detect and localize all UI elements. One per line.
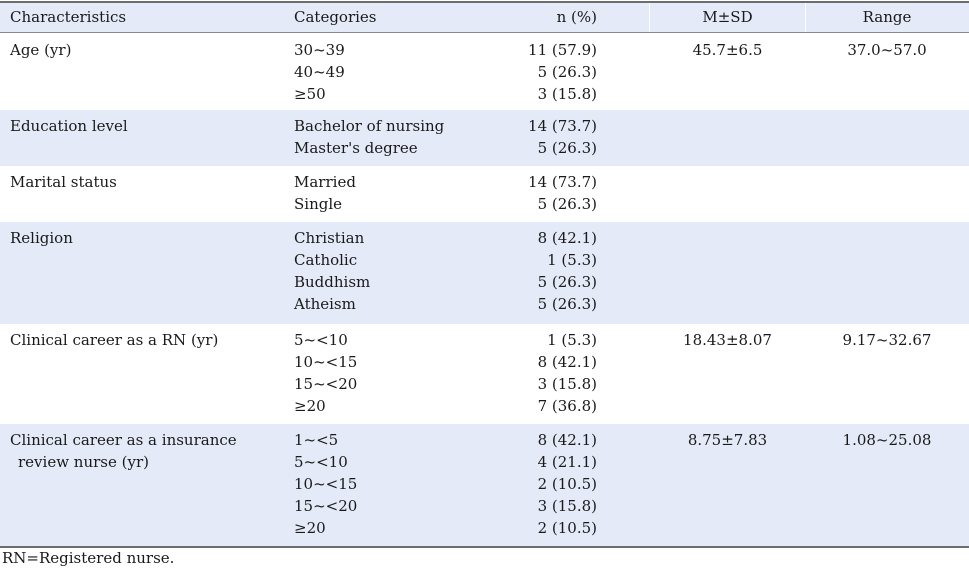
category-cell: 30~39 40~49 ≥50 [294, 39, 345, 105]
n-percent-line: 2 (10.5) [537, 519, 597, 537]
range-cell: 37.0~57.0 [847, 41, 927, 59]
header-separator [805, 3, 806, 32]
characteristic-line: Marital status [10, 173, 117, 191]
mean-sd-cell: 18.43±8.07 [683, 331, 772, 349]
characteristic-cell: Education level [10, 115, 128, 137]
category-line: ≥20 [294, 519, 326, 537]
category-cell: Bachelor of nursing Master's degree [294, 115, 444, 159]
n-percent-cell: 14 (73.7) 5 (26.3) [470, 115, 597, 159]
category-line: Married [294, 173, 356, 191]
category-cell: Christian Catholic Buddhism Atheism [294, 227, 370, 315]
characteristic-line: Education level [10, 117, 128, 135]
category-line: 1~<5 [294, 431, 339, 449]
n-percent-line: 8 (42.1) [537, 431, 597, 449]
category-line: 15~<20 [294, 497, 358, 515]
table-row: Clinical career as a insurance review nur… [0, 424, 969, 546]
n-percent-line: 14 (73.7) [528, 173, 597, 191]
characteristic-cell: Marital status [10, 171, 117, 193]
n-percent-line: 5 (26.3) [537, 63, 597, 81]
category-line: Single [294, 195, 343, 213]
n-percent-cell: 1 (5.3) 8 (42.1) 3 (15.8) 7 (36.8) [470, 329, 597, 417]
table-header: Characteristics Categories n (%) M±SD Ra… [0, 3, 969, 33]
header-characteristics: Characteristics [10, 8, 127, 26]
n-percent-line: 3 (15.8) [537, 497, 597, 515]
category-line: ≥20 [294, 397, 326, 415]
n-percent-line: 3 (15.8) [537, 375, 597, 393]
characteristic-cell: Clinical career as a insurance review nur… [10, 429, 237, 473]
category-line: 40~49 [294, 63, 345, 81]
category-line: 5~<10 [294, 331, 348, 349]
mean-sd-cell: 45.7±6.5 [692, 41, 763, 59]
n-percent-line: 1 (5.3) [547, 251, 597, 269]
header-categories: Categories [294, 8, 377, 26]
characteristic-line: Religion [10, 229, 73, 247]
n-percent-line: 11 (57.9) [528, 41, 597, 59]
category-line: 10~<15 [294, 475, 358, 493]
header-range: Range [862, 8, 912, 26]
category-line: Bachelor of nursing [294, 117, 445, 135]
category-cell: Married Single [294, 171, 356, 215]
n-percent-line: 14 (73.7) [528, 117, 597, 135]
category-line: 15~<20 [294, 375, 358, 393]
n-percent-line: 4 (21.1) [537, 453, 597, 471]
n-percent-cell: 8 (42.1) 4 (21.1) 2 (10.5) 3 (15.8) 2 (10.5) [470, 429, 597, 539]
characteristic-line: Clinical career as a insurance [10, 431, 237, 449]
table-row: Religion Christian Catholic Buddhism Atheism… [0, 222, 969, 324]
n-percent-cell: 11 (57.9) 5 (26.3) 3 (15.8) [470, 39, 597, 105]
n-percent-line: 5 (26.3) [537, 273, 597, 291]
category-line: Christian [294, 229, 365, 247]
category-cell: 5~<10 10~<15 15~<20 ≥20 [294, 329, 357, 417]
category-cell: 1~<5 5~<10 10~<15 15~<20 ≥20 [294, 429, 357, 539]
characteristic-line: Age (yr) [10, 41, 72, 59]
header-mean-sd: M±SD [702, 8, 753, 26]
category-line: 10~<15 [294, 353, 358, 371]
table-bottom-rule [0, 546, 969, 548]
header-separator [649, 3, 650, 32]
table-top-rule [0, 1, 969, 3]
table-footnote: RN=Registered nurse. [2, 549, 175, 567]
n-percent-line: 2 (10.5) [537, 475, 597, 493]
category-line: ≥50 [294, 85, 326, 103]
mean-sd-cell: 8.75±7.83 [687, 431, 768, 449]
n-percent-cell: 8 (42.1) 1 (5.3) 5 (26.3) 5 (26.3) [470, 227, 597, 315]
table-row: Clinical career as a RN (yr) 5~<10 10~<15 1… [0, 324, 969, 424]
characteristic-line: Clinical career as a RN (yr) [10, 331, 219, 349]
category-line: Atheism [294, 295, 356, 313]
category-line: 5~<10 [294, 453, 348, 471]
header-n-percent: n (%) [556, 8, 597, 26]
n-percent-line: 8 (42.1) [537, 229, 597, 247]
category-line: Master's degree [294, 139, 418, 157]
characteristic-cell: Clinical career as a RN (yr) [10, 329, 218, 351]
n-percent-cell: 14 (73.7) 5 (26.3) [470, 171, 597, 215]
table-row: Education level Bachelor of nursing Master… [0, 110, 969, 166]
category-line: 30~39 [294, 41, 345, 59]
range-cell: 9.17~32.67 [842, 331, 932, 349]
n-percent-line: 3 (15.8) [537, 85, 597, 103]
characteristic-line: review nurse (yr) [18, 453, 149, 471]
range-cell: 1.08~25.08 [842, 431, 932, 449]
n-percent-line: 7 (36.8) [537, 397, 597, 415]
table-row: Age (yr) 30~39 40~49 ≥50 11 (57.9) 5 (26.3) 3 … [0, 34, 969, 110]
n-percent-line: 5 (26.3) [537, 195, 597, 213]
characteristic-cell: Age (yr) [10, 39, 71, 61]
characteristic-cell: Religion [10, 227, 73, 249]
category-line: Catholic [294, 251, 358, 269]
n-percent-line: 5 (26.3) [537, 139, 597, 157]
n-percent-line: 1 (5.3) [547, 331, 597, 349]
n-percent-line: 8 (42.1) [537, 353, 597, 371]
table-row: Marital status Married Single 14 (73.7) 5 (2… [0, 166, 969, 222]
category-line: Buddhism [294, 273, 371, 291]
n-percent-line: 5 (26.3) [537, 295, 597, 313]
